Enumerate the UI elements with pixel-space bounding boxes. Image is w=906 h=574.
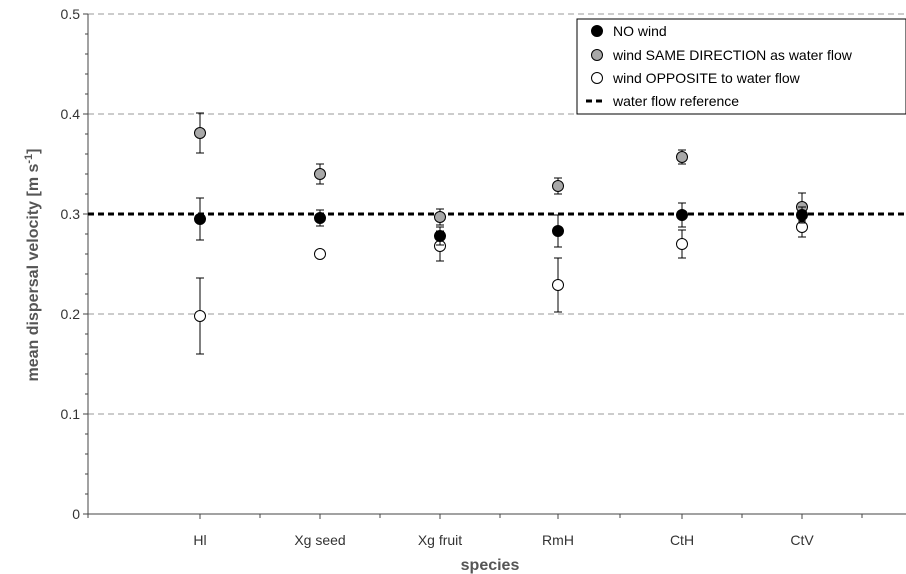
marker-same-direction	[676, 151, 688, 163]
marker-opposite	[552, 279, 564, 291]
point-no-wind	[796, 206, 808, 224]
y-axis-title-close: ]	[25, 149, 42, 154]
x-ticks: Hl Xg seed Xg fruit RmH CtH CtV	[87, 514, 863, 548]
marker-no-wind	[434, 230, 446, 242]
legend: NO wind wind SAME DIRECTION as water flo…	[576, 18, 906, 115]
point-same-direction	[314, 163, 326, 185]
marker-no-wind	[552, 225, 564, 237]
axes	[87, 14, 906, 515]
x-tick-label: Hl	[193, 532, 206, 548]
point-no-wind	[676, 202, 688, 228]
marker-same-direction	[552, 180, 564, 192]
point-same-direction	[676, 149, 688, 165]
y-tick-label: 0.4	[61, 106, 81, 122]
y-ticks: 0 0.1 0.2 0.3 0.4 0.5	[61, 6, 88, 522]
data-marks	[194, 112, 808, 355]
y-tick-label: 0.2	[61, 306, 81, 322]
point-same-direction	[552, 177, 564, 195]
y-tick-label: 0.5	[61, 6, 81, 22]
point-same-direction	[194, 112, 206, 154]
x-tick-label: Xg fruit	[418, 532, 462, 548]
y-axis-title-main: mean dispersal velocity [m s	[25, 164, 42, 382]
marker-no-wind	[676, 209, 688, 221]
legend-marker-same-direction	[591, 49, 603, 61]
marker-opposite	[194, 310, 206, 322]
point-no-wind	[552, 214, 564, 248]
legend-label-same-direction: wind SAME DIRECTION as water flow	[612, 47, 853, 63]
marker-no-wind	[314, 212, 326, 224]
y-tick-label: 0.1	[61, 406, 81, 422]
legend-box	[576, 18, 906, 115]
x-tick-label: Xg seed	[294, 532, 345, 548]
legend-marker-no-wind	[591, 25, 603, 37]
marker-same-direction	[194, 127, 206, 139]
y-tick-label: 0	[72, 506, 80, 522]
point-no-wind	[314, 209, 326, 227]
y-tick-label: 0.3	[61, 206, 81, 222]
marker-same-direction	[314, 168, 326, 180]
legend-label-opposite: wind OPPOSITE to water flow	[612, 70, 801, 86]
point-opposite	[314, 248, 326, 260]
point-opposite	[676, 229, 688, 259]
marker-same-direction	[434, 211, 446, 223]
point-opposite	[194, 277, 206, 355]
legend-label-no-wind: NO wind	[613, 23, 667, 39]
y-axis-title-sup: -1	[23, 154, 35, 164]
point-same-direction	[434, 208, 446, 226]
point-opposite	[552, 257, 564, 313]
marker-opposite	[314, 248, 326, 260]
point-opposite	[434, 230, 446, 262]
marker-no-wind	[796, 209, 808, 221]
point-no-wind	[194, 197, 206, 241]
marker-no-wind	[194, 213, 206, 225]
y-axis-title: mean dispersal velocity [m s-1]	[23, 149, 42, 382]
x-tick-label: RmH	[542, 532, 574, 548]
legend-label-reference: water flow reference	[612, 93, 739, 109]
x-tick-label: CtV	[790, 532, 814, 548]
x-axis-title: species	[461, 557, 520, 574]
legend-marker-opposite	[591, 72, 603, 84]
x-tick-label: CtH	[670, 532, 694, 548]
point-no-wind	[434, 226, 446, 246]
marker-opposite	[676, 238, 688, 250]
